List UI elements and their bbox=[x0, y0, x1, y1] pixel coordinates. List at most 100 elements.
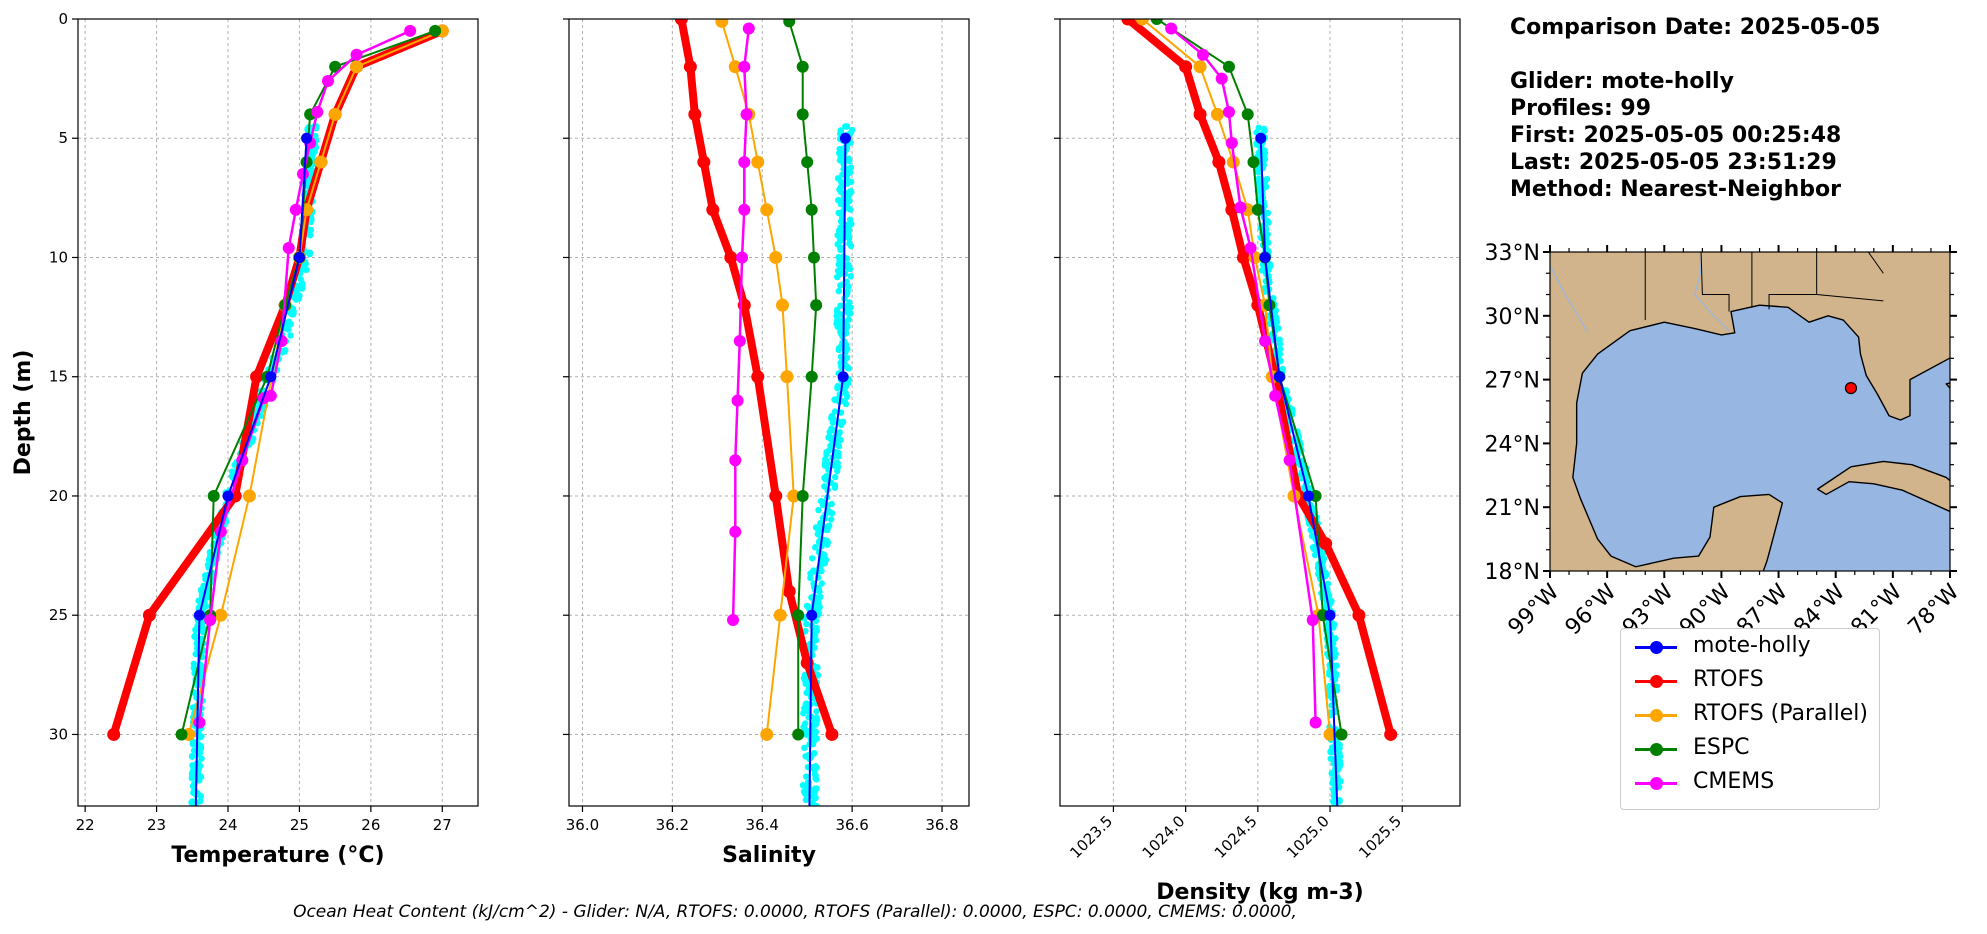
series-point bbox=[329, 60, 342, 73]
series-point bbox=[810, 299, 823, 312]
glider-point bbox=[1258, 267, 1266, 274]
glider-point bbox=[1335, 740, 1342, 748]
series-point bbox=[792, 609, 805, 622]
series-point bbox=[839, 132, 851, 144]
y-tick-label: 15 bbox=[49, 368, 68, 386]
y-tick-label: 25 bbox=[49, 606, 68, 624]
glider-point bbox=[1306, 485, 1314, 492]
glider-point bbox=[281, 348, 288, 355]
series-point bbox=[265, 371, 277, 383]
glider-point bbox=[812, 772, 819, 779]
series-point bbox=[683, 60, 697, 74]
glider-point bbox=[821, 560, 829, 567]
glider-point bbox=[1264, 217, 1271, 225]
glider-point bbox=[811, 644, 818, 651]
x-tick-label: 23 bbox=[147, 816, 166, 834]
lat-tick-label: 18°N bbox=[1485, 560, 1540, 585]
legend-dot-icon bbox=[1650, 641, 1663, 654]
series-point bbox=[429, 24, 442, 37]
series-line-rtofs bbox=[677, 19, 836, 736]
legend-item-mote-holly: mote-holly bbox=[1621, 631, 1879, 665]
series-point bbox=[674, 19, 688, 26]
glider-point bbox=[834, 316, 842, 324]
x-tick-label: 36.8 bbox=[925, 816, 958, 834]
x-axis-label: Temperature (°C) bbox=[171, 843, 384, 868]
glider-point bbox=[809, 741, 817, 748]
glider-point bbox=[1255, 175, 1263, 182]
glider-point bbox=[803, 620, 810, 628]
series-point bbox=[1135, 19, 1149, 26]
series-point bbox=[806, 609, 818, 621]
series-point bbox=[1222, 60, 1235, 73]
series-point bbox=[775, 298, 789, 312]
series-point bbox=[1259, 334, 1272, 347]
glider-point bbox=[817, 497, 825, 505]
glider-point bbox=[837, 436, 844, 444]
glider-point bbox=[831, 473, 839, 481]
series-point bbox=[780, 370, 794, 384]
glider-point bbox=[834, 323, 841, 330]
series-point bbox=[773, 608, 787, 622]
glider-point bbox=[1279, 365, 1286, 373]
glider-point bbox=[821, 483, 828, 490]
glider-point bbox=[824, 539, 832, 546]
series-point bbox=[289, 203, 302, 216]
glider-point bbox=[810, 567, 817, 574]
series-point bbox=[1210, 107, 1224, 121]
series-point bbox=[782, 584, 796, 598]
series-point bbox=[1259, 251, 1271, 263]
series-point bbox=[805, 370, 818, 383]
glider-point bbox=[847, 206, 854, 213]
glider-point bbox=[845, 316, 852, 323]
ohc-footer: Ocean Heat Content (kJ/cm^2) - Glider: N… bbox=[293, 902, 1297, 922]
legend-item-rtofs: RTOFS bbox=[1621, 665, 1879, 699]
glider-point bbox=[834, 241, 841, 248]
series-point bbox=[282, 241, 295, 254]
glider-point bbox=[818, 580, 826, 587]
island-land bbox=[1954, 414, 1965, 431]
map-frame bbox=[1549, 251, 1951, 572]
series-point bbox=[727, 613, 740, 626]
plot-area bbox=[107, 24, 449, 806]
glider-point bbox=[811, 544, 819, 551]
glider-point bbox=[831, 462, 838, 469]
glider-point bbox=[188, 799, 195, 806]
series-point bbox=[1323, 727, 1337, 741]
legend-label: ESPC bbox=[1693, 735, 1750, 760]
series-point bbox=[193, 609, 205, 621]
series-point bbox=[1273, 371, 1285, 383]
glider-point bbox=[844, 308, 851, 315]
series-line-espc bbox=[180, 29, 436, 735]
series-point bbox=[314, 155, 328, 169]
state-border bbox=[1867, 252, 1884, 274]
series-point bbox=[1319, 537, 1333, 551]
glider-point bbox=[837, 200, 845, 208]
glider-point bbox=[835, 346, 842, 354]
region-map: 99°W96°W93°W90°W87°W84°W81°W78°W18°N21°N… bbox=[1485, 241, 1965, 640]
first-time: First: 2025-05-05 00:25:48 bbox=[1510, 123, 1842, 148]
glider-point bbox=[828, 412, 836, 420]
glider-point bbox=[809, 555, 816, 562]
glider-point bbox=[802, 674, 809, 682]
cuba-land bbox=[1816, 460, 1950, 513]
glider-point bbox=[845, 226, 853, 233]
series-point bbox=[1335, 728, 1348, 741]
legend: mote-holly RTOFS RTOFS (Parallel) ESPC C… bbox=[1620, 628, 1880, 810]
glider-point bbox=[821, 474, 828, 482]
series-point bbox=[807, 251, 820, 264]
x-tick-label: 24 bbox=[218, 816, 237, 834]
series-point bbox=[142, 608, 156, 622]
glider-point bbox=[846, 240, 853, 247]
series-point bbox=[222, 490, 234, 502]
lon-tick-label: 96°W bbox=[1561, 579, 1622, 640]
glider-point bbox=[802, 773, 810, 780]
series-point bbox=[769, 489, 783, 503]
comparison-date: Comparison Date: 2025-05-05 bbox=[1510, 15, 1881, 40]
series-point bbox=[297, 168, 309, 181]
legend-dot-icon bbox=[1650, 743, 1663, 756]
series-point bbox=[796, 108, 809, 121]
glider-point bbox=[1277, 345, 1284, 353]
glider-point bbox=[811, 749, 818, 757]
mainland-land bbox=[1550, 252, 1950, 571]
glider-point bbox=[845, 365, 852, 372]
